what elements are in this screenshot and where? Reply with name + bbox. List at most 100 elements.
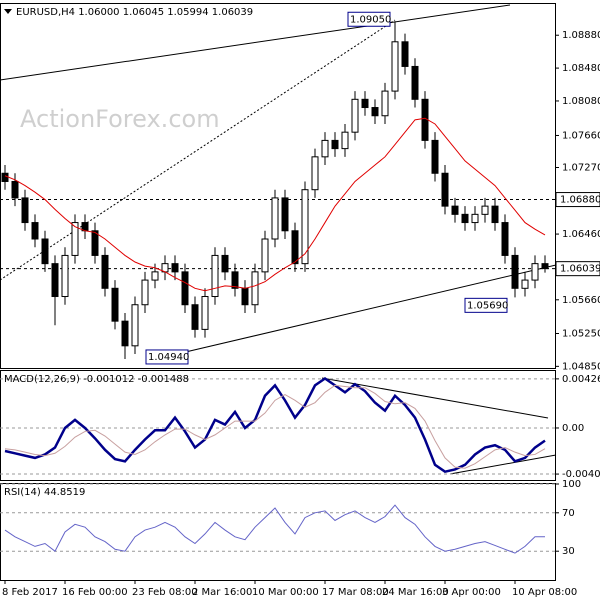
candle-body bbox=[501, 222, 509, 256]
candle-body bbox=[1, 172, 9, 182]
candle-body bbox=[411, 65, 419, 100]
candle-body bbox=[441, 172, 449, 207]
candle-body bbox=[151, 271, 159, 281]
candle-body bbox=[321, 139, 329, 158]
candle-body bbox=[491, 205, 499, 224]
panel-title: EURUSD,H4 1.06000 1.06045 1.05994 1.0603… bbox=[16, 7, 253, 18]
price-label: 1.06880 bbox=[560, 195, 600, 206]
candle-body bbox=[381, 90, 389, 117]
candle-body bbox=[231, 271, 239, 289]
x-tick-label: 16 Feb 00:00 bbox=[62, 587, 128, 598]
candle-body bbox=[531, 263, 539, 281]
candle-body bbox=[541, 263, 549, 270]
y-tick-label: 1.08480 bbox=[562, 63, 600, 74]
candle-body bbox=[211, 254, 219, 298]
x-tick-label: 23 Feb 08:00 bbox=[132, 587, 198, 598]
y-tick-label: 0.00 bbox=[562, 423, 584, 434]
y-tick-label: 1.07270 bbox=[562, 163, 600, 174]
candle-body bbox=[61, 254, 69, 298]
trend-line bbox=[0, 19, 396, 281]
x-tick-label: 8 Feb 2017 bbox=[2, 587, 58, 598]
candle-body bbox=[521, 279, 529, 289]
series-line bbox=[4, 376, 546, 474]
candle-body bbox=[401, 41, 409, 67]
candle-body bbox=[51, 263, 59, 298]
candle-body bbox=[511, 254, 519, 289]
y-tick-label: 100 bbox=[562, 479, 581, 490]
candle-body bbox=[341, 131, 349, 150]
x-tick-label: 17 Mar 08:00 bbox=[322, 587, 389, 598]
trend-line bbox=[0, 4, 511, 81]
price-label: 1.06039 bbox=[560, 264, 600, 275]
x-tick-label: 24 Mar 16:00 bbox=[382, 587, 449, 598]
candle-body bbox=[91, 230, 99, 256]
candle-body bbox=[281, 197, 289, 232]
annotation-label: 1.05690 bbox=[467, 300, 508, 311]
panel-title: MACD(12,26,9) -0.001012 -0.001488 bbox=[4, 374, 189, 385]
candle-body bbox=[431, 139, 439, 174]
trend-line bbox=[321, 377, 549, 419]
y-tick-label: 1.08880 bbox=[562, 30, 600, 41]
y-tick-label: 1.04850 bbox=[562, 361, 600, 372]
candle-body bbox=[291, 230, 299, 265]
annotation-label: 1.09050 bbox=[350, 14, 391, 25]
candle-body bbox=[171, 263, 179, 273]
x-tick-label: 2 Mar 16:00 bbox=[192, 587, 252, 598]
annotation-label: 1.04940 bbox=[148, 352, 189, 363]
candle-body bbox=[111, 287, 119, 322]
candle-body bbox=[371, 107, 379, 117]
candle-body bbox=[361, 98, 369, 109]
candle-body bbox=[221, 254, 229, 273]
y-tick-label: 30 bbox=[562, 546, 575, 557]
candle-body bbox=[201, 296, 209, 330]
candle-body bbox=[451, 205, 459, 215]
y-tick-label: 0.004266 bbox=[562, 374, 600, 385]
candle-body bbox=[21, 197, 29, 224]
watermark: ActionForex.com bbox=[20, 105, 220, 133]
trend-line bbox=[159, 264, 557, 359]
candle-body bbox=[301, 189, 309, 265]
x-tick-label: 3 Apr 00:00 bbox=[442, 587, 501, 598]
candle-body bbox=[251, 271, 259, 306]
candle-body bbox=[191, 304, 199, 330]
annotation-box bbox=[464, 297, 508, 313]
candle-body bbox=[121, 320, 129, 347]
y-tick-label: 70 bbox=[562, 508, 575, 519]
title-arrow bbox=[4, 9, 12, 14]
price-label-box bbox=[555, 192, 600, 208]
y-tick-label: 1.06460 bbox=[562, 229, 600, 240]
x-tick-label: 10 Apr 08:00 bbox=[512, 587, 577, 598]
main-frame bbox=[0, 3, 556, 369]
trend-line bbox=[449, 454, 557, 475]
y-tick-label: 1.05250 bbox=[562, 328, 600, 339]
series-line bbox=[4, 504, 545, 554]
candle-body bbox=[241, 287, 249, 306]
candle-body bbox=[181, 271, 189, 306]
candle-body bbox=[471, 213, 479, 224]
y-tick-label: -0.004004 bbox=[562, 469, 600, 480]
y-tick-label: 1.07660 bbox=[562, 130, 600, 141]
price-label-box bbox=[555, 261, 600, 277]
series-line bbox=[4, 117, 546, 292]
candle-body bbox=[141, 279, 149, 306]
candle-body bbox=[261, 238, 269, 273]
candle-body bbox=[311, 156, 319, 191]
candle-body bbox=[41, 238, 49, 265]
series-line bbox=[4, 384, 546, 469]
candle-body bbox=[71, 222, 79, 256]
candle-body bbox=[11, 180, 19, 199]
annotation-box bbox=[347, 11, 391, 27]
candle-body bbox=[331, 139, 339, 150]
candle-body bbox=[271, 197, 279, 240]
candle-body bbox=[391, 41, 399, 92]
y-tick-label: 1.05660 bbox=[562, 295, 600, 306]
x-tick-label: 10 Mar 00:00 bbox=[252, 587, 319, 598]
candle-body bbox=[481, 205, 489, 215]
candle-body bbox=[31, 222, 39, 240]
y-tick-label: 1.08080 bbox=[562, 96, 600, 107]
candle-body bbox=[461, 213, 469, 224]
candle-body bbox=[131, 304, 139, 347]
candle-body bbox=[351, 98, 359, 133]
